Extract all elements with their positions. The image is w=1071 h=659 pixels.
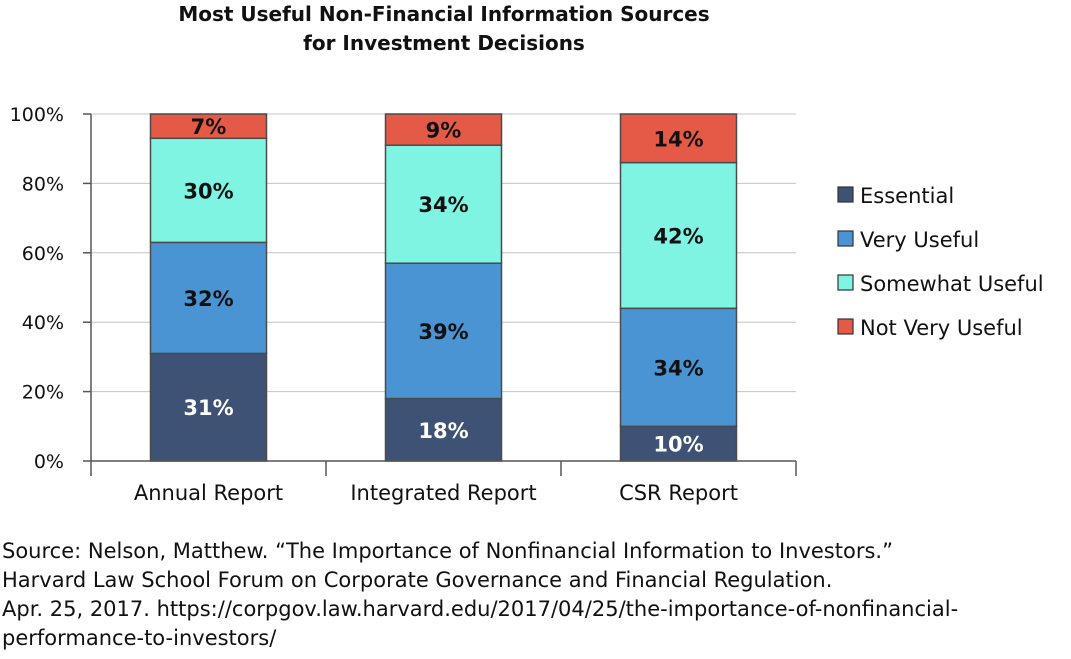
y-tick-label: 0% (34, 451, 64, 473)
y-tick-label: 60% (22, 243, 64, 265)
legend-label: Not Very Useful (860, 316, 1023, 340)
data-label: 42% (653, 224, 703, 248)
bar-segment (384, 144, 503, 264)
legend-label: Essential (860, 184, 954, 208)
bar-segment (149, 113, 268, 140)
source-line-2: Harvard Law School Forum on Corporate Go… (2, 568, 833, 592)
legend-swatch (837, 186, 854, 203)
data-label: 9% (426, 119, 462, 143)
bar-segment (384, 113, 503, 146)
source-line-1: Source: Nelson, Matthew. “The Importance… (2, 539, 893, 563)
source-citation: Source: Nelson, Matthew. “The Importance… (2, 537, 1067, 653)
y-tick-label: 40% (22, 312, 64, 334)
bar-segment (149, 352, 268, 462)
data-label: 30% (183, 179, 233, 203)
y-tick-label: 80% (22, 173, 64, 195)
y-tick-label: 100% (10, 104, 64, 126)
source-line-4: performance-to-investors/ (2, 626, 277, 650)
y-tick-label: 20% (22, 382, 64, 404)
stacked-bar-chart: Most Useful Non-Financial Information So… (10, 2, 1044, 505)
data-label: 18% (418, 419, 468, 443)
bar-segment (149, 241, 268, 355)
data-label: 14% (653, 127, 703, 151)
bars: 31% 32% 30% 7% 18% 39% 34% 9% 10% 34% 42% 14% (149, 113, 738, 462)
bar-segment (619, 113, 738, 164)
legend-swatch (837, 318, 854, 335)
chart-title-line-1: Most Useful Non-Financial Information So… (178, 2, 709, 26)
axes: 0% 20% 40% 60% 80% 100% Annual Report Integrate… (10, 104, 797, 505)
legend-swatch (837, 274, 854, 291)
data-label: 31% (183, 396, 233, 420)
legend-label: Very Useful (860, 228, 979, 252)
data-label: 39% (418, 320, 468, 344)
source-line-3: Apr. 25, 2017. https://corpgov.law.harva… (2, 597, 959, 621)
legend: Essential Very Useful Somewhat Useful Not V… (837, 184, 1044, 340)
data-label: 34% (418, 193, 468, 217)
data-label: 32% (183, 287, 233, 311)
x-tick-label: CSR Report (619, 481, 738, 505)
data-label: 7% (191, 115, 227, 139)
data-label: 10% (653, 433, 703, 457)
x-tick-label: Annual Report (134, 481, 283, 505)
chart-title-line-2: for Investment Decisions (303, 31, 585, 55)
data-label: 34% (653, 356, 703, 380)
bar-segment (619, 425, 738, 462)
x-tick-label: Integrated Report (350, 481, 536, 505)
legend-label: Somewhat Useful (860, 272, 1044, 296)
bar-segment (619, 161, 738, 310)
bar-segment (619, 307, 738, 428)
legend-swatch (837, 230, 854, 247)
